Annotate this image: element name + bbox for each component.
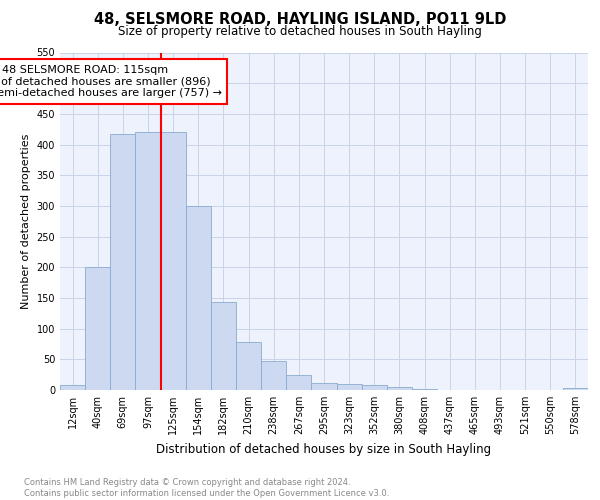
Bar [186,206,211,390]
Bar [236,342,261,390]
Bar [362,385,387,390]
Bar [136,132,161,390]
Bar [337,384,362,390]
Text: 48, SELSMORE ROAD, HAYLING ISLAND, PO11 9LD: 48, SELSMORE ROAD, HAYLING ISLAND, PO11 … [94,12,506,28]
Bar [85,268,110,390]
Bar [311,382,337,390]
Bar [60,385,85,390]
Y-axis label: Number of detached properties: Number of detached properties [21,134,31,309]
Bar [563,388,588,390]
Bar [211,302,236,390]
Bar [110,134,136,390]
Bar [161,132,186,390]
Bar [261,360,286,390]
Text: Size of property relative to detached houses in South Hayling: Size of property relative to detached ho… [118,25,482,38]
Bar [412,389,437,390]
Text: Contains HM Land Registry data © Crown copyright and database right 2024.
Contai: Contains HM Land Registry data © Crown c… [24,478,389,498]
Bar [387,387,412,390]
X-axis label: Distribution of detached houses by size in South Hayling: Distribution of detached houses by size … [157,442,491,456]
Text: 48 SELSMORE ROAD: 115sqm
← 54% of detached houses are smaller (896)
45% of semi-: 48 SELSMORE ROAD: 115sqm ← 54% of detach… [0,65,221,98]
Bar [286,374,311,390]
